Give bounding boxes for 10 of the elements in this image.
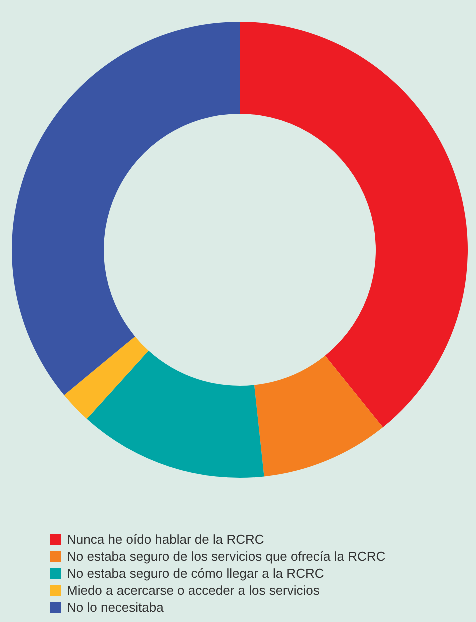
- donut-slice: [254, 356, 384, 477]
- donut-slice: [64, 336, 149, 420]
- donut-slice: [87, 350, 264, 478]
- legend-label: Miedo a acercarse o acceder a los servicios: [67, 582, 320, 599]
- legend-label: Nunca he oído hablar de la RCRC: [67, 531, 264, 548]
- legend-label: No estaba seguro de los servicios que ofrecía la RCRC: [67, 548, 386, 565]
- legend-label: No lo necesitaba: [67, 599, 164, 616]
- donut-slice: [240, 22, 468, 428]
- legend-label: No estaba seguro de cómo llegar a la RCRC: [67, 565, 324, 582]
- donut-slice: [12, 22, 240, 396]
